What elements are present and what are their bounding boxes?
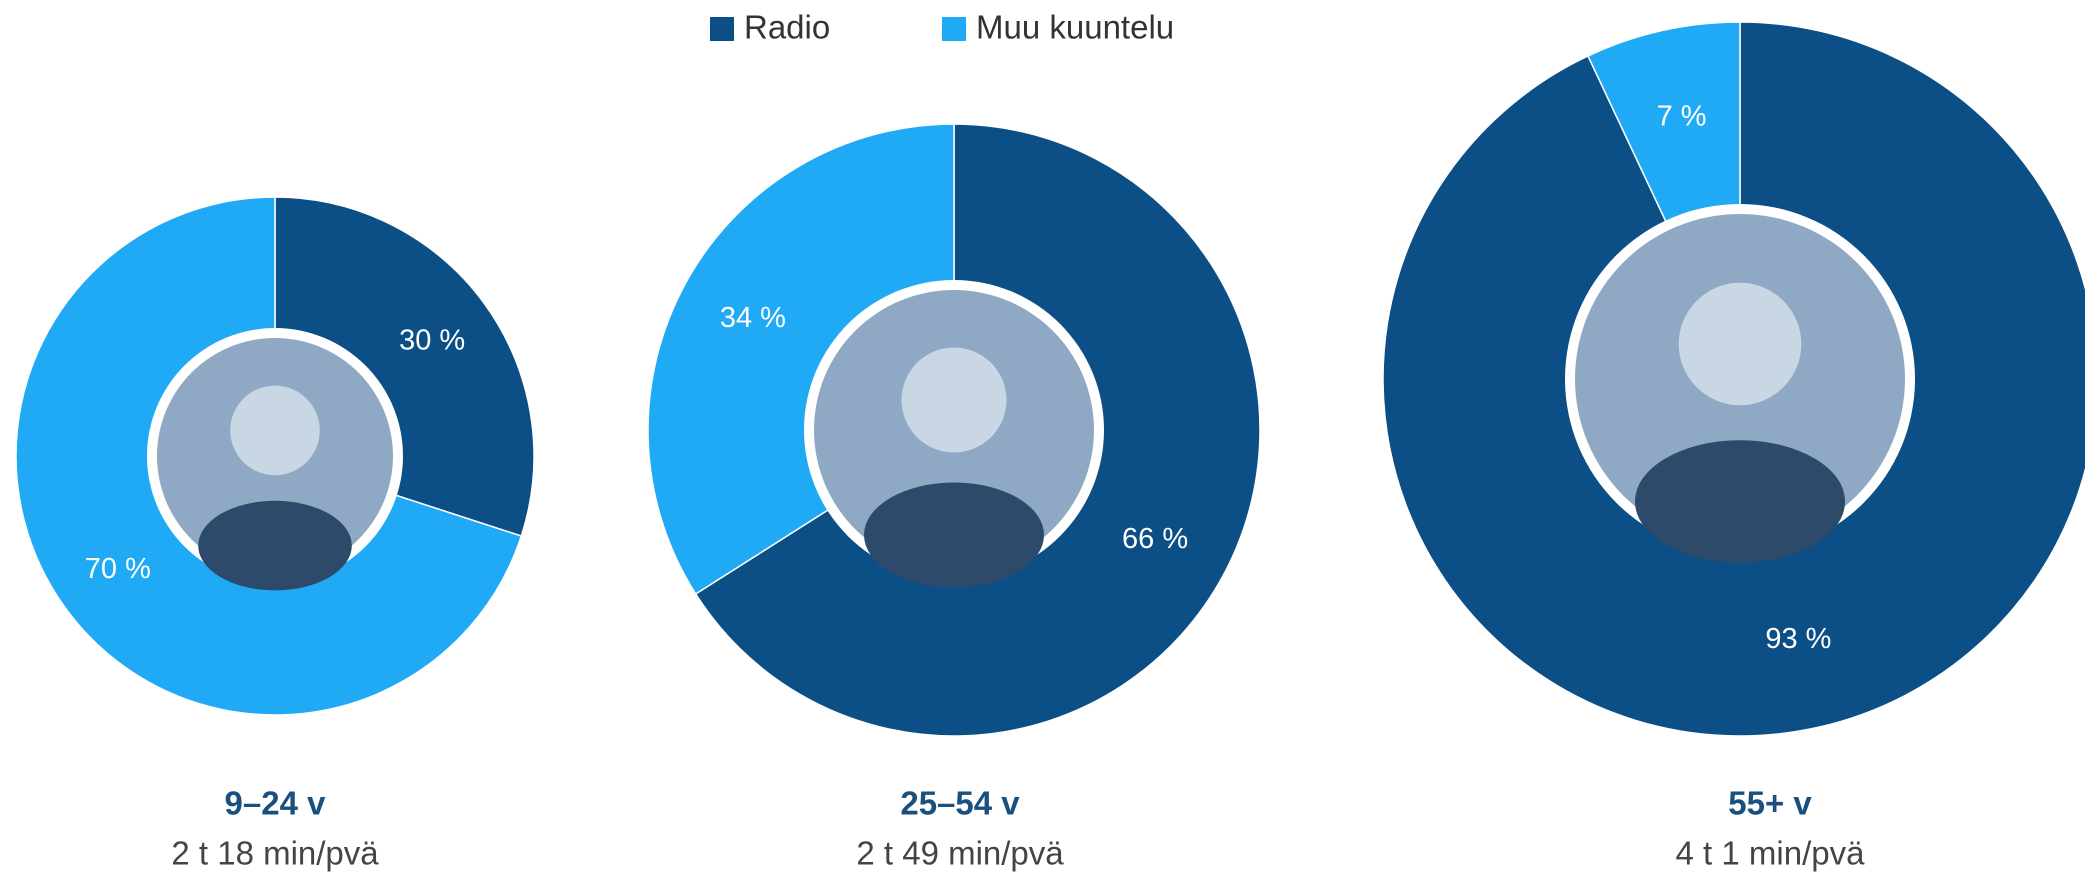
legend-label: Radio (744, 9, 830, 46)
value-label: 70 % (85, 553, 151, 585)
photo-body (198, 500, 352, 591)
legend-swatch (942, 17, 966, 41)
photo-body (864, 482, 1044, 588)
value-label: 7 % (1657, 100, 1707, 132)
value-label: 34 % (720, 302, 786, 334)
chart-subtitle: 2 t 49 min/pvä (856, 835, 1064, 872)
value-label: 66 % (1122, 523, 1188, 555)
photo-head (1678, 282, 1802, 406)
legend-swatch (710, 17, 734, 41)
chart-subtitle: 2 t 18 min/pvä (171, 835, 379, 872)
value-label: 93 % (1765, 623, 1831, 655)
chart-title: 25–54 v (900, 785, 1020, 822)
value-label: 30 % (399, 324, 465, 356)
chart-title: 9–24 v (225, 785, 327, 822)
photo-body (1635, 440, 1845, 563)
legend-label: Muu kuuntelu (976, 9, 1174, 46)
chart-title: 55+ v (1728, 785, 1812, 822)
photo-head (901, 347, 1007, 453)
photo-head (230, 385, 320, 476)
chart-subtitle: 4 t 1 min/pvä (1676, 835, 1866, 872)
